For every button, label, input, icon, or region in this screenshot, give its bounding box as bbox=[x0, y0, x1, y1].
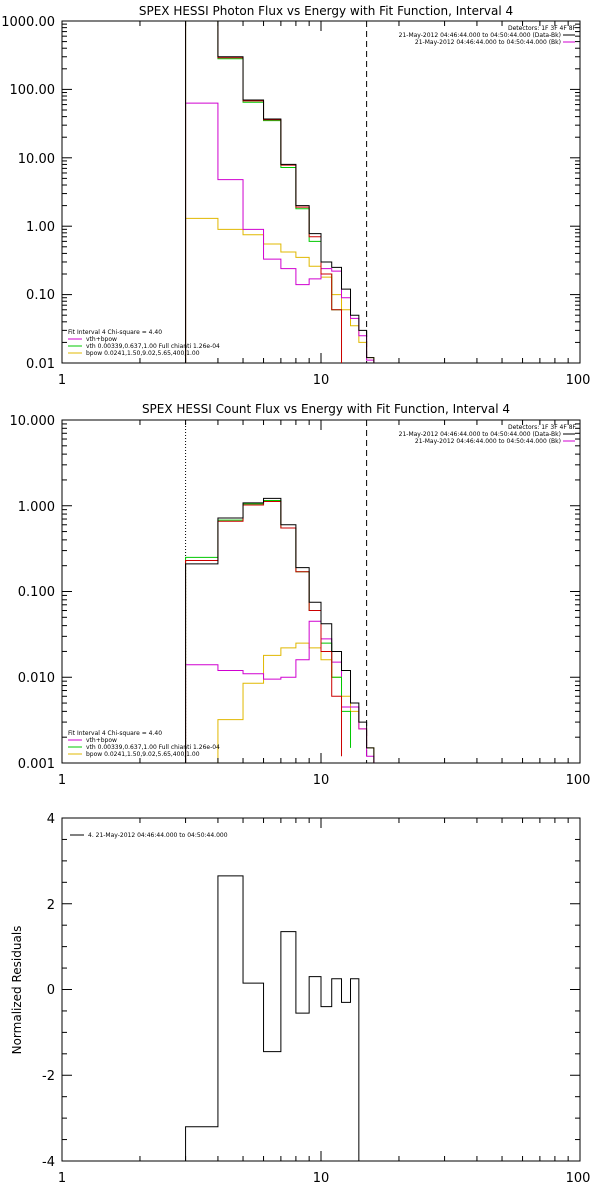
legend-vth: vth 0.00339,0.637,1.00 Full chianti 1.26… bbox=[86, 744, 220, 751]
count-flux-series-group bbox=[185, 420, 375, 763]
photon-flux-ytick-label: 100.00 bbox=[10, 83, 56, 98]
residuals-ylabel: Normalized Residuals bbox=[10, 926, 24, 1055]
photon-flux-ytick-label: 1.00 bbox=[26, 220, 55, 235]
count-flux-ytick-label: 1.000 bbox=[18, 500, 55, 515]
legend-model: vth+bpow bbox=[86, 737, 117, 744]
count-flux-panel: SPEX HESSI Count Flux vs Energy with Fit… bbox=[10, 402, 591, 788]
count-flux-legend-bottom: Fit Interval 4 Chi-square = 4.40 vth+bpo… bbox=[68, 730, 220, 758]
legend-detectors: Detectors: 1F 3F 4F 8F bbox=[508, 424, 577, 431]
residuals-xtick-label: 1 bbox=[58, 1171, 66, 1186]
residuals-panel: -4 -2 0 2 4 1 10 100 Normalized Residual… bbox=[10, 812, 590, 1186]
photon-flux-legend-top: Detectors: 1F 3F 4F 8F 21-May-2012 04:46… bbox=[399, 25, 577, 46]
photon-flux-ytick-label: 0.10 bbox=[26, 288, 55, 303]
legend-data-bk: 21-May-2012 04:46:44.000 to 04:50:44.000… bbox=[399, 431, 561, 438]
residuals-ytick-label: -2 bbox=[42, 1069, 55, 1084]
count-flux-ytick-label: 0.010 bbox=[18, 671, 55, 686]
residuals-xtick-label: 100 bbox=[566, 1171, 591, 1186]
photon-flux-xtick-label: 1 bbox=[58, 373, 66, 388]
count-flux-xtick-label: 10 bbox=[313, 773, 330, 788]
series-data-step-line bbox=[185, 875, 360, 1161]
count-flux-minor-ticks bbox=[61, 419, 581, 764]
legend-bk: 21-May-2012 04:46:44.000 to 04:50:44.000… bbox=[415, 39, 561, 46]
legend-bk: 21-May-2012 04:46:44.000 to 04:50:44.000… bbox=[415, 438, 561, 445]
residuals-xtick-label: 10 bbox=[313, 1171, 330, 1186]
series-data-step-line bbox=[185, 497, 375, 763]
photon-flux-plot-clip bbox=[61, 20, 581, 364]
series-data-step-line bbox=[185, 21, 375, 363]
photon-flux-xtick-label: 100 bbox=[566, 373, 591, 388]
count-flux-xtick-label: 1 bbox=[58, 773, 66, 788]
photon-flux-series-group bbox=[185, 21, 375, 363]
count-flux-plot-clip bbox=[61, 419, 581, 764]
photon-flux-ytick-label: 10.00 bbox=[18, 152, 55, 167]
count-flux-xtick-label: 100 bbox=[566, 773, 591, 788]
residuals-series-group bbox=[185, 875, 360, 1161]
photon-flux-ytick-label: 1000.00 bbox=[1, 15, 55, 30]
photon-flux-minor-ticks bbox=[61, 20, 581, 364]
photon-flux-xtick-label: 10 bbox=[313, 373, 330, 388]
residuals-ytick-label: -4 bbox=[42, 1155, 55, 1170]
photon-flux-ytick-label: 0.01 bbox=[26, 357, 55, 372]
residuals-ytick-label: 4 bbox=[47, 812, 55, 827]
photon-flux-legend-bottom: Fit Interval 4 Chi-square = 4.40 vth+bpo… bbox=[68, 329, 220, 357]
legend-data-bk: 21-May-2012 04:46:44.000 to 04:50:44.000… bbox=[399, 32, 561, 39]
legend-detectors: Detectors: 1F 3F 4F 8F bbox=[508, 25, 577, 32]
residuals-ytick-label: 2 bbox=[47, 898, 55, 913]
count-flux-ytick-label: 0.100 bbox=[18, 585, 55, 600]
count-flux-ytick-label: 10.000 bbox=[10, 414, 56, 429]
legend-bpow: bpow 0.0241,1.50,9.02,5.65,400,1.00 bbox=[86, 751, 200, 758]
legend-bpow: bpow 0.0241,1.50,9.02,5.65,400,1.00 bbox=[86, 350, 200, 357]
photon-flux-title: SPEX HESSI Photon Flux vs Energy with Fi… bbox=[139, 4, 513, 18]
count-flux-title: SPEX HESSI Count Flux vs Energy with Fit… bbox=[142, 402, 510, 416]
legend-fit-interval: Fit Interval 4 Chi-square = 4.40 bbox=[68, 730, 162, 737]
series-vth-step-line bbox=[185, 21, 343, 363]
legend-vth: vth 0.00339,0.637,1.00 Full chianti 1.26… bbox=[86, 343, 220, 350]
residuals-ytick-label: 0 bbox=[47, 983, 55, 998]
residuals-minor-ticks bbox=[61, 817, 581, 1162]
photon-flux-panel: SPEX HESSI Photon Flux vs Energy with Fi… bbox=[1, 4, 590, 388]
legend-fit-interval: Fit Interval 4 Chi-square = 4.40 bbox=[68, 329, 162, 336]
count-flux-legend-top: Detectors: 1F 3F 4F 8F 21-May-2012 04:46… bbox=[399, 424, 577, 445]
count-flux-ytick-label: 0.001 bbox=[18, 757, 55, 772]
series-vth-step-line bbox=[185, 501, 343, 763]
residuals-legend: 4. 21-May-2012 04:46:44.000 to 04:50:44.… bbox=[70, 832, 228, 839]
residuals-legend-label: 4. 21-May-2012 04:46:44.000 to 04:50:44.… bbox=[88, 832, 228, 839]
residuals-plot-clip bbox=[61, 817, 581, 1162]
legend-model: vth+bpow bbox=[86, 336, 117, 343]
